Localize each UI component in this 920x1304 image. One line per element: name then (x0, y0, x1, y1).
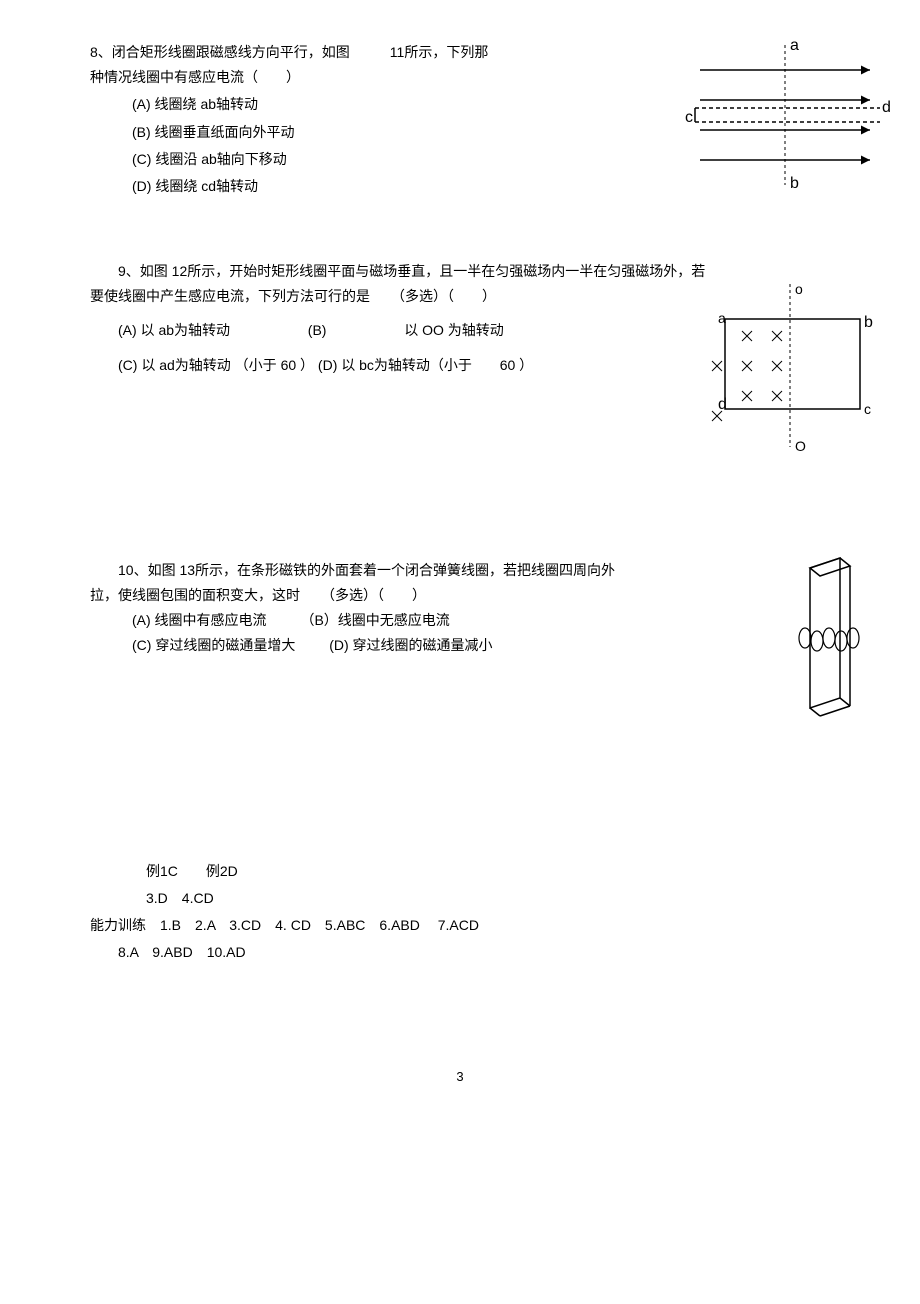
q9-option-b-text: 以 OO 为轴转动 (404, 318, 504, 343)
q9-option-cd-end: ） (519, 357, 533, 373)
q9-label-a: a (718, 310, 726, 326)
q8-label-b: b (790, 175, 799, 190)
q9-label-c: c (864, 401, 871, 417)
q10-options: (A) 线圈中有感应电流 （B）线圈中无感应电流 (C) 穿过线圈的磁通量增大 … (132, 608, 830, 658)
q9-figure: o O a b c d (690, 279, 890, 467)
q10-option-d: (D) 穿过线圈的磁通量减小 (329, 633, 492, 658)
q9-option-cd: (C) 以 ad为轴转动 （小于 60 ） (D) 以 bc为轴转动（小于 (118, 357, 472, 373)
q8-label-d: d (882, 99, 890, 116)
question-8: 8、闭合矩形线圈跟磁感线方向平行，如图11所示，下列那 种情况线圈中有感应电流（… (90, 40, 830, 199)
q8-stem-part2: 11所示，下列那 (390, 44, 489, 60)
q10-diagram-svg (770, 548, 870, 728)
answers-line1: 例1C 例2D (146, 859, 830, 884)
q10-stem-part2: 拉，使线圈包围的面积变大，这时 （多选）（ ） (90, 583, 830, 608)
answers-line4: 8.A 9.ABD 10.AD (118, 940, 830, 965)
q9-option-a: (A) 以 ab为轴转动 (118, 318, 230, 343)
q10-option-c: (C) 穿过线圈的磁通量增大 (132, 633, 295, 658)
q9-option-b-tag: (B) (308, 318, 327, 343)
answers-line2: 3.D 4.CD (146, 886, 830, 911)
q8-label-a: a (790, 37, 799, 54)
q9-label-b: b (864, 314, 873, 331)
q10-stem-part1: 10、如图 13所示，在条形磁铁的外面套着一个闭合弹簧线圈，若把线圈四周向外 (90, 558, 830, 583)
question-9: 9、如图 12所示，开始时矩形线圈平面与磁场垂直，且一半在匀强磁场内一半在匀强磁… (90, 259, 830, 378)
q10-figure (770, 548, 870, 736)
q9-option-cd-deg: 60 (500, 357, 516, 373)
q8-label-c: c (685, 109, 693, 126)
q9-label-o-bot: O (795, 438, 806, 454)
q8-diagram-svg: a b c d (670, 30, 890, 190)
q8-figure: a b c d (670, 30, 890, 198)
answers-block: 例1C 例2D 3.D 4.CD 能力训练 1.B 2.A 3.CD 4. CD… (146, 859, 830, 966)
question-10: 10、如图 13所示，在条形磁铁的外面套着一个闭合弹簧线圈，若把线圈四周向外 拉… (90, 558, 830, 659)
q10-options-row1: (A) 线圈中有感应电流 （B）线圈中无感应电流 (132, 608, 830, 633)
page-number: 3 (90, 1065, 830, 1088)
q8-stem-part1: 8、闭合矩形线圈跟磁感线方向平行，如图 (90, 44, 350, 60)
q10-options-row2: (C) 穿过线圈的磁通量增大 (D) 穿过线圈的磁通量减小 (132, 633, 830, 658)
q10-option-a: (A) 线圈中有感应电流 (132, 608, 267, 633)
q10-option-b: （B）线圈中无感应电流 (300, 608, 449, 633)
q9-label-d: d (718, 396, 727, 413)
answers-line3: 能力训练 1.B 2.A 3.CD 4. CD 5.ABC 6.ABD 7.AC… (90, 913, 830, 938)
q9-diagram-svg: o O a b c d (690, 279, 890, 459)
q9-label-o-top: o (795, 281, 803, 297)
